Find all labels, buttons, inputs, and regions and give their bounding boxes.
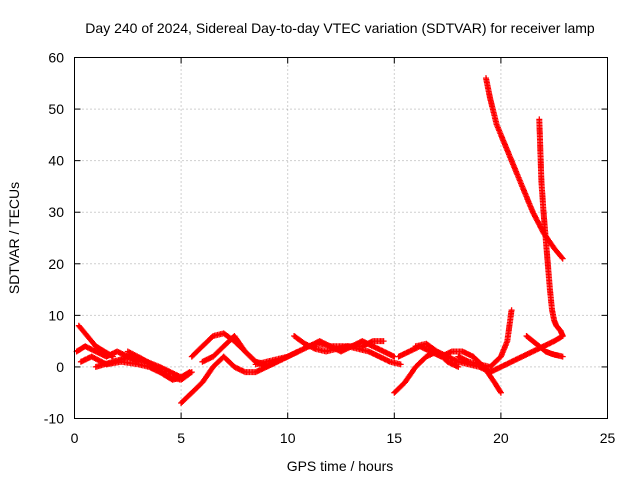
point-marks: [455, 307, 515, 370]
plot-frame: [74, 57, 608, 419]
y-tick-label: 30: [48, 204, 64, 220]
series-sat-p: [483, 75, 566, 262]
x-tick-label: 0: [71, 430, 79, 446]
point-marks: [306, 338, 398, 360]
y-tick-label: 40: [48, 153, 64, 169]
series-sat-o: [455, 307, 515, 370]
point-marks: [523, 333, 566, 360]
y-tick-labels: -10 0 10 20 30 40 50 60: [44, 50, 64, 427]
axis-ticks: [74, 57, 608, 419]
y-tick-label: 20: [48, 256, 64, 272]
y-tick-label: 10: [48, 307, 64, 323]
y-tick-label: 0: [56, 359, 64, 375]
point-marks: [483, 75, 566, 262]
series-sat-q: [536, 116, 566, 339]
y-tick-label: 50: [48, 101, 64, 117]
series-sat-b: [75, 322, 116, 360]
x-tick-label: 25: [600, 430, 616, 446]
x-tick-label: 10: [280, 430, 296, 446]
series-sat-k: [306, 338, 398, 360]
x-tick-label: 5: [177, 430, 185, 446]
y-axis-label: SDTVAR / TECUs: [6, 182, 22, 294]
y-tick-label: -10: [44, 411, 64, 427]
x-axis-label: GPS time / hours: [287, 458, 394, 474]
series-sat-n: [412, 333, 566, 376]
point-marks: [536, 116, 566, 339]
x-tick-label: 20: [493, 430, 509, 446]
series-sat-r: [523, 333, 566, 360]
chart-title: Day 240 of 2024, Sidereal Day-to-day VTE…: [85, 20, 595, 36]
point-marks: [124, 348, 193, 383]
point-marks: [75, 322, 116, 360]
data-points: [73, 75, 566, 406]
x-tick-label: 15: [387, 430, 403, 446]
point-marks: [412, 333, 566, 376]
series-sat-e: [124, 348, 193, 383]
y-tick-label: 60: [48, 50, 64, 66]
x-tick-labels: 0 5 10 15 20 25: [71, 430, 616, 446]
